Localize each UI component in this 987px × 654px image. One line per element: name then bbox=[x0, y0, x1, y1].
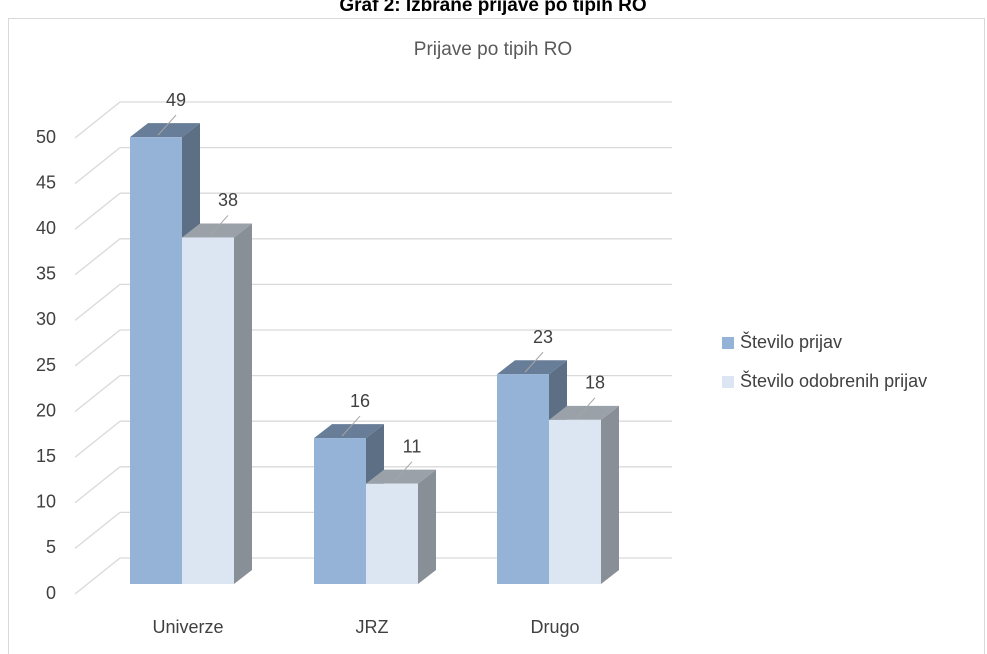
y-tick-label: 5 bbox=[46, 537, 56, 557]
grid-line bbox=[74, 329, 121, 367]
y-tick-label: 10 bbox=[36, 492, 56, 512]
data-label: 16 bbox=[350, 391, 370, 411]
legend-swatch bbox=[722, 376, 734, 388]
bar-top bbox=[366, 469, 436, 484]
grid-line bbox=[74, 147, 121, 185]
bar-side bbox=[234, 223, 252, 584]
data-label: 11 bbox=[403, 436, 422, 456]
leader-line bbox=[209, 215, 229, 236]
data-label: 18 bbox=[585, 373, 605, 393]
y-tick-label: 0 bbox=[46, 583, 56, 603]
leader-line bbox=[576, 397, 596, 419]
grid-line bbox=[74, 375, 121, 413]
bar-top bbox=[130, 123, 200, 138]
x-tick-label: Drugo bbox=[530, 617, 579, 637]
bar-top bbox=[549, 405, 619, 420]
page-title: Graf 2: Izbrane prijave po tipih RO bbox=[339, 0, 646, 16]
grid-line bbox=[74, 511, 121, 549]
leader-line bbox=[393, 461, 413, 483]
bar-side bbox=[418, 469, 436, 584]
legend-label: Število odobrenih prijav bbox=[740, 370, 927, 391]
grid-line bbox=[74, 238, 121, 276]
data-label: 38 bbox=[218, 190, 238, 210]
chart-title: Prijave po tipih RO bbox=[414, 39, 572, 60]
bar bbox=[549, 419, 601, 584]
y-tick-label: 50 bbox=[36, 127, 56, 147]
bar bbox=[130, 137, 182, 584]
bar bbox=[497, 374, 549, 584]
bar-top bbox=[314, 424, 384, 439]
grid-line bbox=[74, 192, 121, 230]
y-tick-label: 15 bbox=[36, 446, 56, 466]
bar bbox=[182, 237, 234, 584]
leader-line bbox=[341, 415, 361, 437]
y-tick-label: 45 bbox=[36, 172, 56, 192]
grid-line bbox=[74, 101, 121, 139]
data-label: 49 bbox=[166, 90, 186, 110]
data-label: 23 bbox=[533, 327, 553, 347]
bar bbox=[366, 483, 418, 584]
y-tick-label: 40 bbox=[36, 218, 56, 238]
y-tick-label: 35 bbox=[36, 264, 56, 284]
grid-line bbox=[74, 420, 121, 458]
grid-line bbox=[74, 466, 121, 504]
y-tick-label: 30 bbox=[36, 309, 56, 329]
x-tick-label: Univerze bbox=[152, 617, 223, 637]
y-tick-label: 25 bbox=[36, 355, 56, 375]
x-tick-label: JRZ bbox=[356, 617, 389, 637]
bar bbox=[314, 438, 366, 584]
leader-line bbox=[157, 114, 177, 136]
leader-line bbox=[524, 351, 544, 373]
legend-swatch bbox=[722, 337, 734, 349]
grid-line bbox=[74, 283, 121, 321]
y-tick-label: 20 bbox=[36, 400, 56, 420]
bar-top bbox=[182, 223, 252, 238]
grid-line bbox=[74, 557, 121, 595]
bar-side bbox=[601, 405, 619, 584]
legend-label: Število prijav bbox=[740, 331, 842, 352]
bar-top bbox=[497, 360, 567, 375]
